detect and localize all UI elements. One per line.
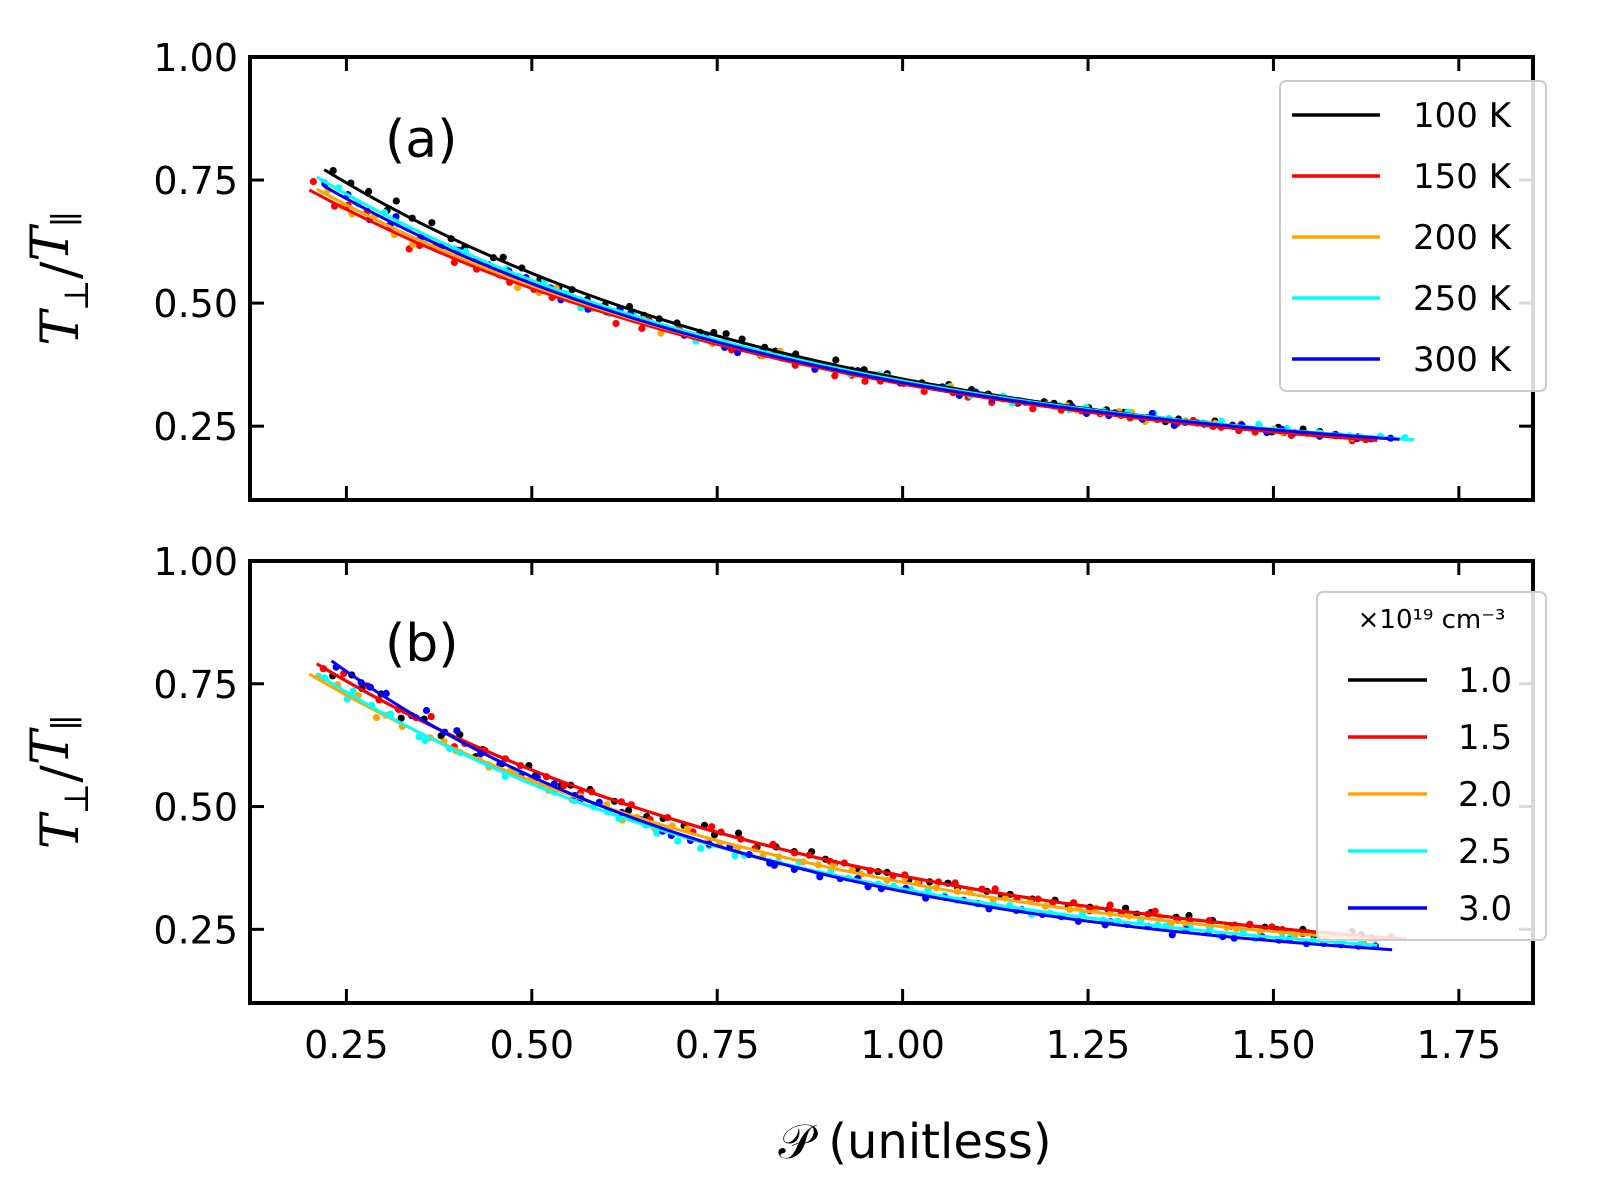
data-point-150k — [638, 324, 646, 333]
data-point-150k — [831, 372, 839, 380]
data-point-2.0 — [372, 713, 380, 722]
x-axis-label: 𝒫 (unitless) — [778, 1114, 1051, 1170]
data-point-1.5 — [427, 713, 435, 721]
data-point-1.5 — [708, 823, 716, 831]
legend-entry-label: 100 K — [1413, 96, 1513, 136]
data-point-3.0 — [1168, 931, 1176, 939]
x-tick-label: 0.50 — [490, 1023, 575, 1067]
y-tick-label: 0.25 — [153, 908, 238, 952]
legend: 100 K 150 K 200 K 250 K 300 K — [1279, 80, 1547, 392]
data-point-1.0 — [625, 806, 633, 815]
y-tick-label: 0.75 — [153, 159, 238, 203]
data-point-150k — [309, 178, 317, 186]
data-point-2.5 — [653, 829, 661, 837]
legend-entry-label: 2.5 — [1458, 832, 1512, 872]
data-point-100k — [428, 219, 436, 227]
legend-box — [1316, 591, 1547, 941]
data-point-150k — [1029, 405, 1037, 413]
plot-area — [308, 659, 1408, 952]
data-point-1.5 — [1151, 907, 1159, 915]
data-point-1.0 — [397, 714, 405, 722]
data-point-150k — [861, 377, 869, 385]
data-point-150k — [612, 319, 620, 328]
x-tick-label: 0.75 — [675, 1023, 760, 1067]
data-point-2.5 — [421, 736, 429, 745]
data-point-2.5 — [674, 837, 682, 845]
y-tick-label: 1.00 — [153, 540, 238, 584]
data-point-1.0 — [735, 829, 743, 837]
data-point-1.5 — [991, 885, 999, 893]
data-point-2.5 — [697, 844, 705, 853]
fit-line-2.0 — [308, 672, 1378, 942]
x-tick-label: 0.25 — [304, 1023, 389, 1067]
y-axis-label: T⊥/T∥ — [21, 211, 97, 346]
fit-line-300k — [323, 184, 1400, 441]
data-point-3.0 — [422, 706, 431, 715]
legend-entry-label: 300 K — [1413, 340, 1513, 380]
panel-label: (a) — [385, 110, 457, 170]
legend-entry-label: 2.0 — [1458, 775, 1512, 815]
fit-line-100k — [323, 168, 1363, 439]
legend: ×10¹⁹ cm⁻³ 1.0 1.5 2.0 2.5 3.0 — [1316, 591, 1547, 941]
y-tick-label: 1.00 — [153, 36, 238, 80]
y-tick-label: 0.50 — [153, 786, 238, 830]
x-tick-label: 1.00 — [860, 1023, 945, 1067]
legend-entry-label: 1.5 — [1458, 718, 1512, 758]
data-point-2.5 — [731, 852, 739, 860]
fit-line-250k — [315, 175, 1415, 442]
fit-line-3.0 — [330, 659, 1393, 952]
data-point-100k — [722, 330, 730, 338]
data-point-2.5 — [349, 687, 357, 695]
legend-box — [1279, 80, 1547, 392]
x-tick-label: 1.75 — [1417, 1023, 1502, 1067]
panel-label: (b) — [385, 614, 459, 674]
y-tick-label: 0.75 — [153, 663, 238, 707]
x-tick-label: 1.25 — [1046, 1023, 1131, 1067]
plot-area — [308, 167, 1415, 445]
fit-line-1.0 — [323, 666, 1378, 939]
fit-line-150k — [308, 188, 1378, 442]
legend-entry-label: 200 K — [1413, 218, 1513, 258]
data-point-200k — [514, 283, 522, 291]
panel-b: 0.25 0.50 0.75 1.00 1.25 1.50 1.75 0.25 0.50 0.75… — [21, 540, 1547, 1067]
fit-line-1.5 — [315, 662, 1408, 941]
data-point-100k — [832, 356, 840, 364]
legend-entry-label: 3.0 — [1458, 889, 1512, 929]
legend-entry-label: 250 K — [1413, 279, 1513, 319]
y-tick-label: 0.25 — [153, 405, 238, 449]
fit-line-2.5 — [315, 672, 1378, 947]
legend-entry-label: 1.0 — [1458, 661, 1512, 701]
data-point-1.5 — [1106, 901, 1114, 909]
panel-a: 0.25 0.50 0.75 1.00 (a) T⊥/T∥ 100 K 150 K 200 K 2… — [21, 36, 1547, 502]
fit-line-200k — [315, 187, 1370, 439]
data-point-100k — [392, 197, 400, 205]
data-point-3.0 — [453, 727, 461, 735]
x-tick-label: 1.50 — [1231, 1023, 1316, 1067]
y-tick-label: 0.50 — [153, 282, 238, 326]
legend-entry-label: 150 K — [1413, 157, 1513, 197]
legend-title: ×10¹⁹ cm⁻³ — [1358, 605, 1506, 635]
y-axis-label: T⊥/T∥ — [21, 715, 97, 850]
